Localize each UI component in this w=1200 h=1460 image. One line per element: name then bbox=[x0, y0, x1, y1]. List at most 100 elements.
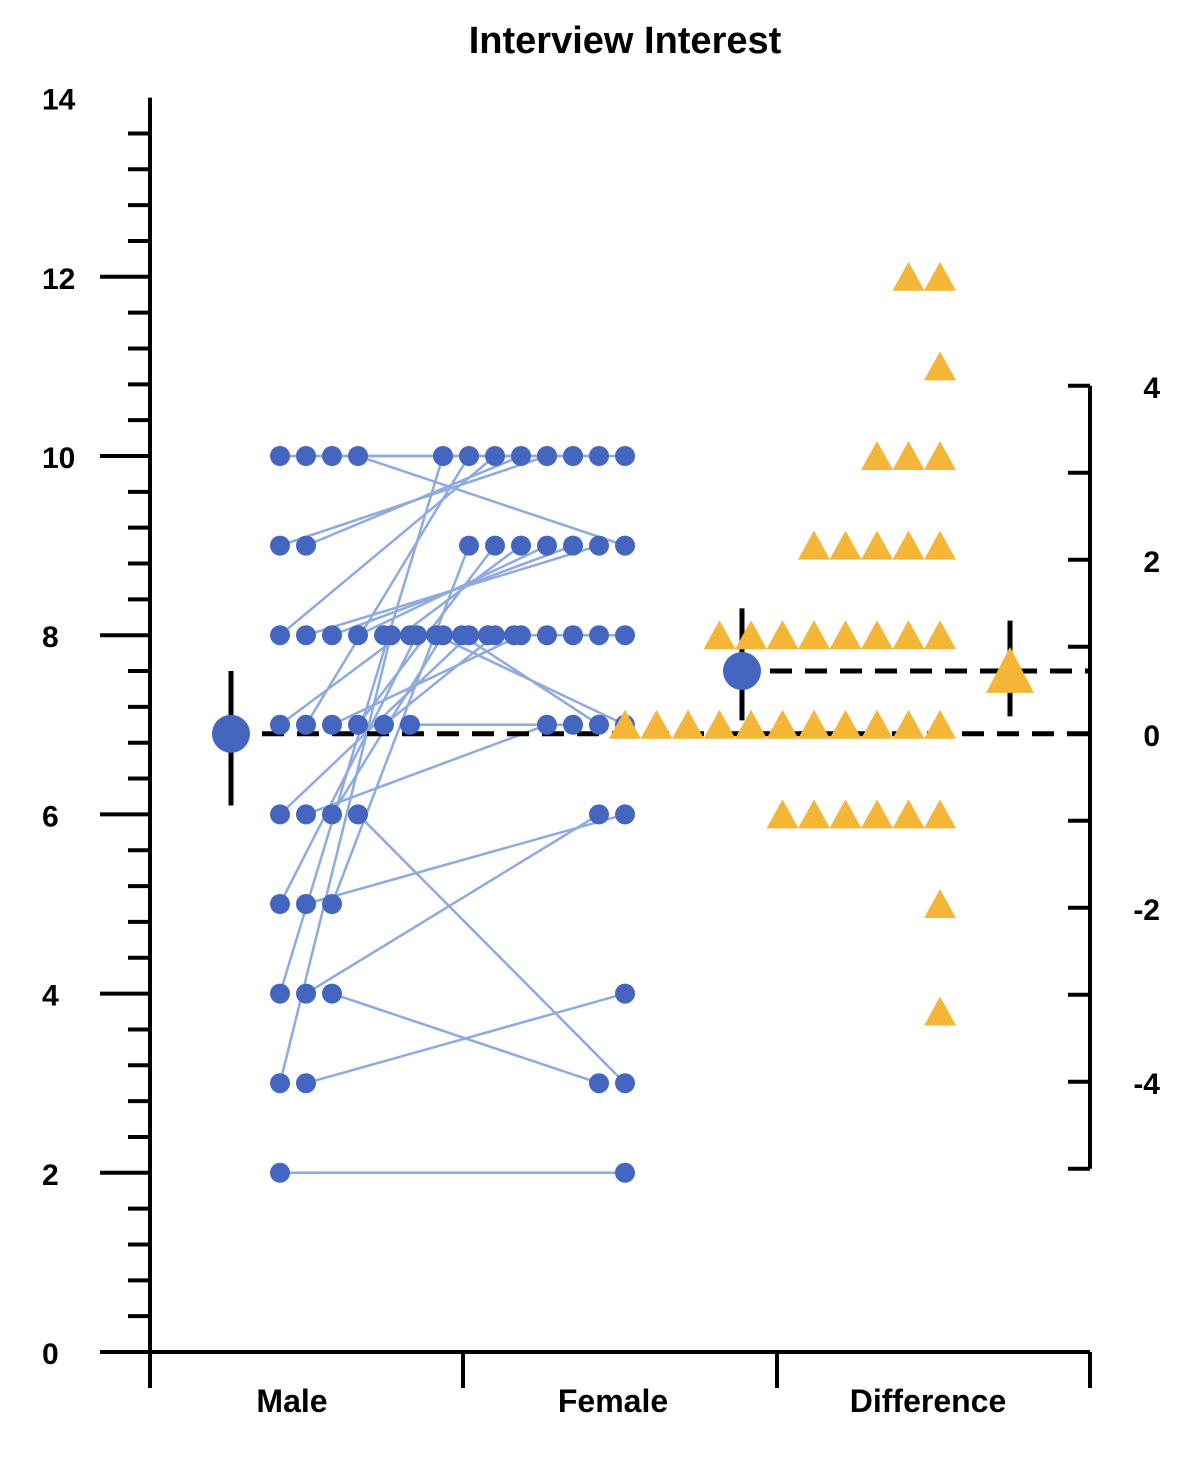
difference-point bbox=[861, 799, 893, 829]
difference-point bbox=[672, 709, 704, 739]
pair-line bbox=[305, 723, 548, 816]
male-point bbox=[296, 1073, 316, 1094]
category-label: Difference bbox=[850, 1383, 1007, 1419]
female-point bbox=[537, 714, 557, 735]
male-point bbox=[322, 804, 342, 825]
difference-points bbox=[609, 261, 956, 1026]
female-point bbox=[563, 446, 583, 466]
male-point bbox=[374, 714, 394, 735]
male-point bbox=[322, 625, 342, 646]
male-point bbox=[296, 446, 316, 466]
difference-point bbox=[924, 261, 956, 291]
difference-point bbox=[924, 889, 956, 918]
difference-point bbox=[892, 620, 925, 650]
male-point bbox=[400, 714, 420, 735]
right-tick-label: -4 bbox=[1133, 1068, 1160, 1101]
female-point bbox=[589, 446, 609, 466]
female-point bbox=[511, 625, 531, 646]
female-point bbox=[589, 804, 609, 825]
pair-line bbox=[278, 634, 393, 1084]
male-point bbox=[348, 714, 368, 735]
difference-point bbox=[861, 441, 893, 470]
female-point bbox=[537, 625, 557, 646]
difference-point bbox=[735, 709, 767, 739]
female-point bbox=[615, 1162, 635, 1183]
pair-line bbox=[305, 813, 626, 906]
male-point bbox=[322, 983, 342, 1004]
difference-point bbox=[640, 709, 673, 739]
male-point bbox=[270, 1073, 290, 1094]
female-point bbox=[485, 625, 505, 646]
left-tick-label: 10 bbox=[42, 442, 75, 475]
difference-point bbox=[798, 799, 830, 829]
pair-line bbox=[383, 634, 496, 726]
axis-labels: 0 2 4 6 8 10 12 14 Male Female Difference -4 -2 0 2 4 bbox=[42, 84, 1160, 1419]
male-point bbox=[322, 714, 342, 735]
female-point bbox=[615, 535, 635, 556]
female-point bbox=[563, 535, 583, 556]
pair-line bbox=[305, 992, 626, 1085]
male-point bbox=[296, 714, 316, 735]
difference-point bbox=[735, 620, 767, 650]
difference-point bbox=[892, 709, 925, 739]
male-point bbox=[348, 625, 368, 646]
female-point bbox=[485, 446, 505, 466]
difference-point bbox=[798, 620, 830, 650]
female-point bbox=[615, 983, 635, 1004]
right-tick-label: -2 bbox=[1133, 894, 1160, 927]
mean-difference-marker bbox=[986, 646, 1034, 693]
pair-line bbox=[357, 454, 626, 547]
difference-point bbox=[798, 709, 830, 739]
left-tick-label: 12 bbox=[42, 263, 75, 296]
female-point bbox=[511, 535, 531, 556]
difference-point bbox=[861, 620, 893, 650]
left-tick-label: 0 bbox=[42, 1338, 59, 1371]
left-tick-label: 4 bbox=[42, 980, 59, 1013]
difference-point bbox=[703, 620, 736, 650]
right-tick-label: 2 bbox=[1143, 546, 1160, 579]
difference-point bbox=[798, 530, 830, 560]
female-point bbox=[459, 625, 479, 646]
male-point bbox=[296, 894, 316, 914]
right-tick-label: 0 bbox=[1143, 720, 1160, 753]
female-point bbox=[563, 714, 583, 735]
male-point bbox=[270, 714, 290, 735]
left-tick-label: 6 bbox=[42, 800, 59, 833]
male-point bbox=[348, 446, 368, 466]
difference-point bbox=[924, 351, 956, 381]
difference-point bbox=[829, 530, 862, 560]
left-tick-label: 8 bbox=[42, 621, 59, 654]
male-point bbox=[296, 804, 316, 825]
data-points bbox=[270, 446, 635, 1183]
difference-point bbox=[766, 799, 799, 829]
difference-point bbox=[829, 799, 862, 829]
chart-title: Interview Interest bbox=[468, 20, 782, 62]
difference-point bbox=[766, 709, 799, 739]
left-tick-label: 2 bbox=[42, 1159, 59, 1192]
difference-point bbox=[703, 709, 736, 739]
female-point bbox=[459, 446, 479, 466]
female-mean-marker bbox=[723, 652, 761, 691]
female-point bbox=[381, 625, 401, 646]
female-point bbox=[407, 625, 427, 646]
pair-line bbox=[331, 634, 522, 726]
axes bbox=[100, 97, 1092, 1388]
female-point bbox=[433, 446, 453, 466]
difference-point bbox=[924, 620, 956, 650]
female-point bbox=[615, 625, 635, 646]
female-point bbox=[459, 535, 479, 556]
pair-line bbox=[279, 455, 496, 637]
female-point bbox=[511, 446, 531, 466]
difference-point bbox=[924, 530, 956, 560]
male-point bbox=[296, 625, 316, 646]
pair-line bbox=[357, 813, 626, 1085]
male-point bbox=[296, 535, 316, 556]
male-point bbox=[270, 535, 290, 556]
male-point bbox=[270, 625, 290, 646]
male-point bbox=[270, 1162, 290, 1183]
female-point bbox=[537, 535, 557, 556]
left-tick-label: 14 bbox=[42, 84, 76, 117]
male-point bbox=[322, 894, 342, 914]
difference-point bbox=[924, 799, 956, 829]
